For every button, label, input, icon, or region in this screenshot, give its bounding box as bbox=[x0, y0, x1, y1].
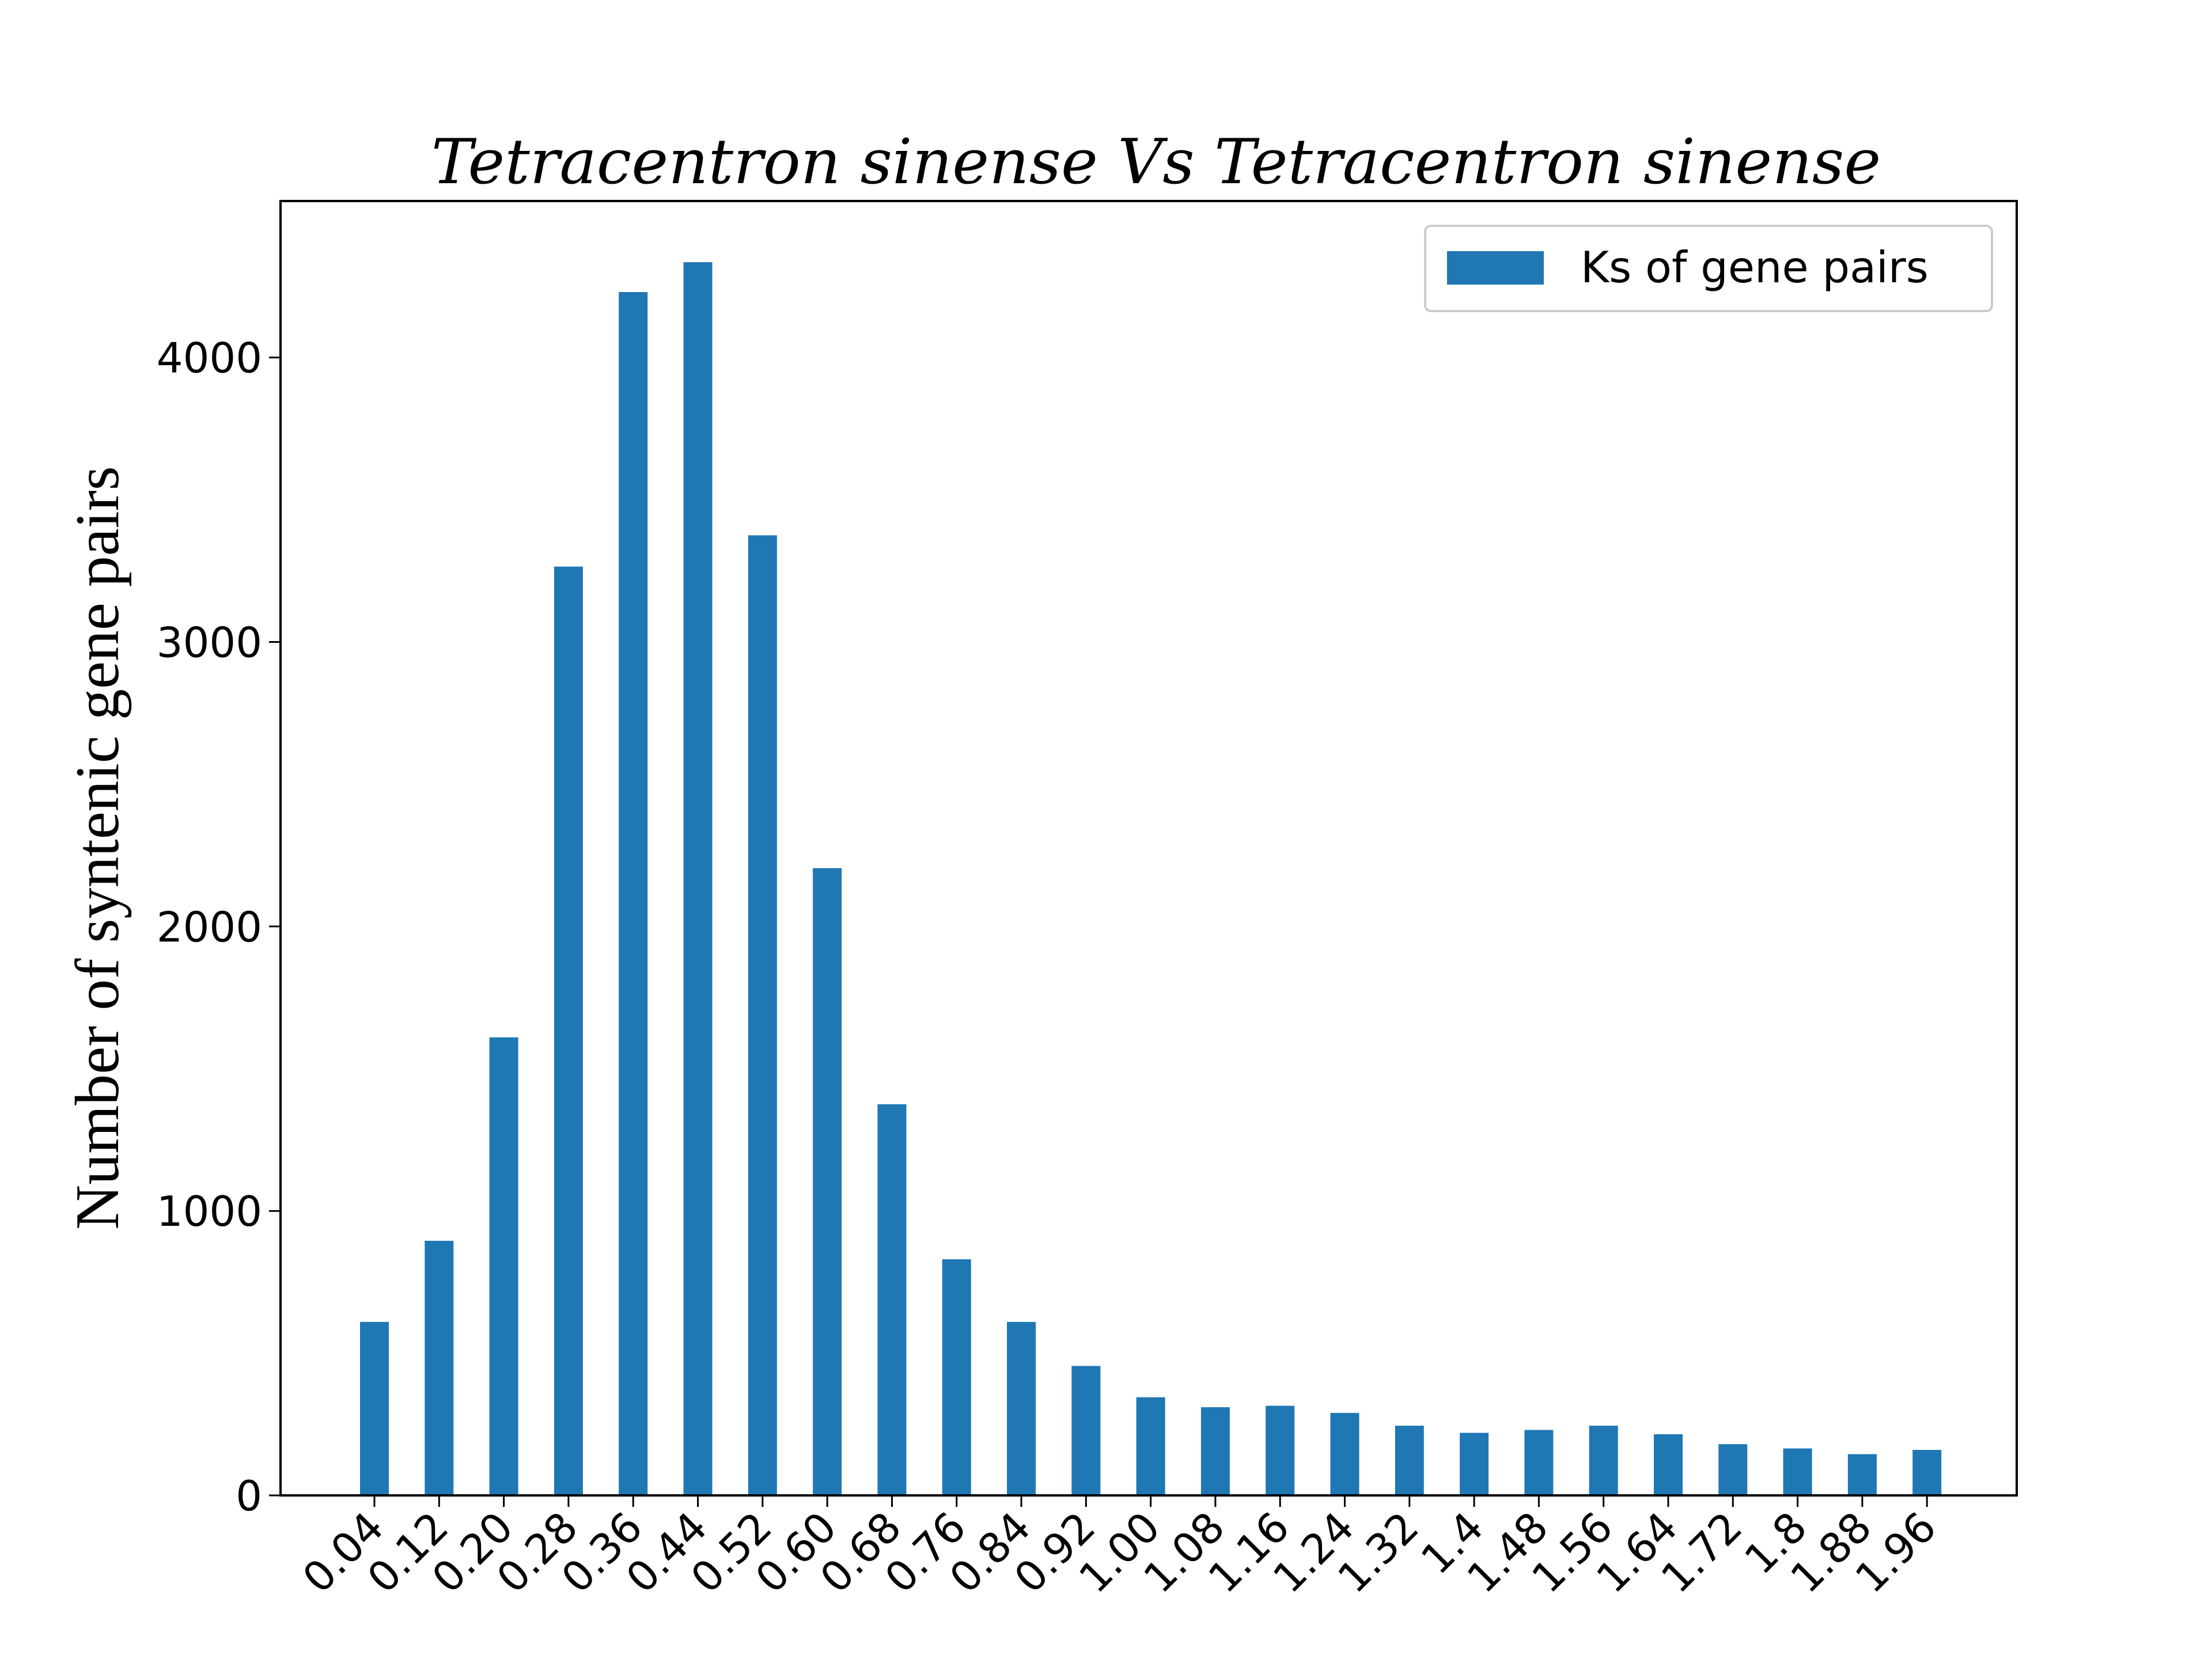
legend-swatch bbox=[1447, 251, 1544, 285]
chart-title: Tetracentron sinense Vs Tetracentron sin… bbox=[431, 126, 1881, 198]
bar-1.56 bbox=[1589, 1426, 1618, 1495]
y-tick-label: 2000 bbox=[157, 903, 262, 951]
bar-1.96 bbox=[1912, 1450, 1942, 1495]
bar-1.08 bbox=[1200, 1407, 1230, 1495]
bar-1.00 bbox=[1136, 1397, 1165, 1495]
bar-0.12 bbox=[425, 1241, 454, 1495]
bar-1.88 bbox=[1847, 1454, 1877, 1495]
y-tick-label: 0 bbox=[236, 1472, 262, 1520]
bar-1.8 bbox=[1783, 1448, 1812, 1495]
bar-1.64 bbox=[1654, 1434, 1683, 1495]
bar-1.32 bbox=[1395, 1426, 1424, 1495]
bar-0.52 bbox=[748, 535, 777, 1495]
legend-label: Ks of gene pairs bbox=[1581, 242, 1929, 293]
bar-1.4 bbox=[1460, 1433, 1489, 1495]
legend-box bbox=[1424, 225, 1993, 312]
y-axis-ticks: 0 1000 2000 3000 4000 bbox=[157, 334, 281, 1520]
legend: Ks of gene pairs bbox=[1424, 225, 1993, 312]
bars-layer bbox=[360, 262, 1942, 1496]
bar-0.84 bbox=[1007, 1321, 1036, 1495]
bar-0.92 bbox=[1071, 1366, 1101, 1495]
bar-0.44 bbox=[683, 262, 713, 1496]
bar-0.76 bbox=[942, 1259, 971, 1495]
y-tick-label: 4000 bbox=[157, 334, 262, 382]
bar-1.48 bbox=[1524, 1430, 1554, 1495]
bar-1.72 bbox=[1718, 1444, 1748, 1495]
bar-0.28 bbox=[554, 566, 583, 1495]
bar-0.60 bbox=[813, 868, 842, 1495]
bar-1.16 bbox=[1266, 1406, 1295, 1495]
bar-0.36 bbox=[619, 292, 648, 1495]
y-tick-label: 3000 bbox=[157, 619, 262, 667]
bar-0.04 bbox=[360, 1321, 389, 1495]
plot-frame bbox=[279, 200, 2018, 1497]
y-axis-label: Number of syntenic gene pairs bbox=[63, 466, 132, 1230]
bar-1.24 bbox=[1330, 1412, 1359, 1495]
y-tick-label: 1000 bbox=[157, 1187, 262, 1236]
bar-0.20 bbox=[489, 1037, 518, 1495]
bar-0.68 bbox=[877, 1104, 907, 1495]
